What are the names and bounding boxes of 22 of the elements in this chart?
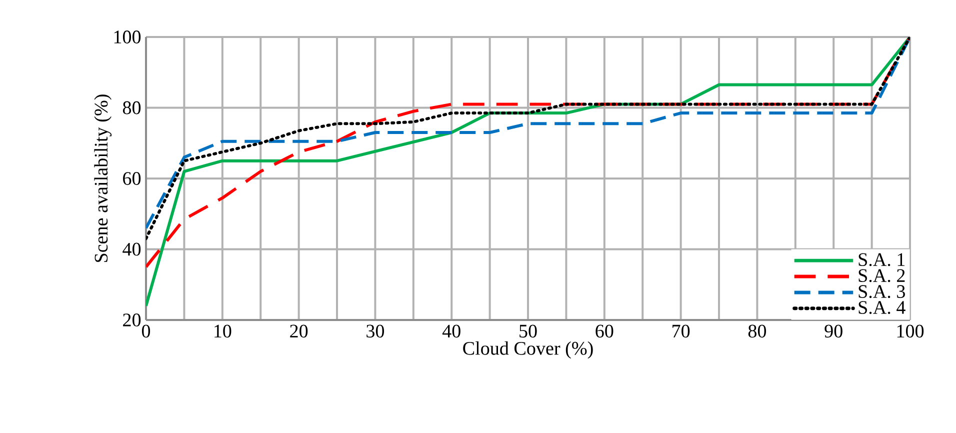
legend-label: S.A. 1 [858, 253, 905, 266]
x-tick-label: 10 [214, 324, 232, 338]
x-tick-label: 20 [290, 324, 308, 338]
y-tick-label: 80 [122, 101, 141, 114]
x-tick-label: 70 [672, 324, 690, 338]
x-tick-label: 60 [596, 324, 614, 338]
y-tick-label: 40 [122, 242, 141, 256]
x-tick-label: 30 [366, 324, 384, 338]
legend-label: S.A. 4 [858, 301, 906, 314]
y-axis-title: Scene availability (%) [94, 94, 112, 262]
x-tick-label: 40 [442, 324, 460, 338]
x-tick-label: 90 [824, 324, 842, 338]
y-tick-label: 60 [123, 172, 141, 185]
legend-label: S.A. 3 [858, 285, 905, 298]
x-tick-label: 0 [142, 324, 150, 338]
x-tick-label: 100 [897, 324, 924, 338]
legend-label: S.A. 2 [858, 269, 905, 282]
x-axis-title: Cloud Cover (%) [463, 341, 593, 359]
y-tick-label: 20 [123, 314, 141, 326]
x-tick-label: 50 [520, 324, 537, 338]
y-tick-label: 100 [114, 30, 141, 44]
x-tick-label: 80 [748, 324, 766, 338]
